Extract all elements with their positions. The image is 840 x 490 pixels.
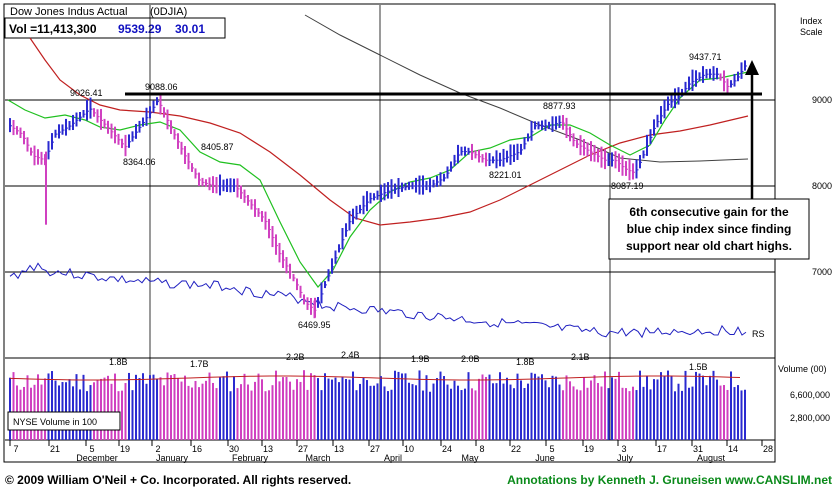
volume-tick-2800000: 2,800,000 bbox=[790, 413, 830, 423]
x-tick-label: 19 bbox=[584, 444, 594, 454]
volume-label-2: 1.7B bbox=[190, 359, 209, 369]
month-label: December bbox=[76, 453, 118, 463]
x-tick-label: 5 bbox=[89, 444, 94, 454]
x-axis: 7 21 5 19 2 16 30 13 27 13 27 10 24 8 22 5 19 3 17 31 14 28 De… bbox=[9, 440, 773, 463]
volume-label-3: 2.2B bbox=[286, 352, 305, 362]
month-label: July bbox=[617, 453, 634, 463]
change-readout: 30.01 bbox=[175, 22, 205, 36]
credit-text: Annotations by Kenneth J. Gruneisen www.… bbox=[507, 473, 832, 487]
price-label-8405: 8405.87 bbox=[201, 142, 234, 152]
volume-tick-6600000: 6,600,000 bbox=[790, 390, 830, 400]
volume-axis-label: Volume (00) bbox=[778, 364, 827, 374]
price-tick-8000: 8000 bbox=[812, 181, 832, 191]
x-tick-label: 2 bbox=[155, 444, 160, 454]
x-tick-label: 27 bbox=[298, 444, 308, 454]
volume-label-6: 2.0B bbox=[461, 354, 480, 364]
price-tick-9000: 9000 bbox=[812, 95, 832, 105]
scale-label-scale: Scale bbox=[800, 27, 823, 37]
x-tick-label: 21 bbox=[50, 444, 60, 454]
ma10-line bbox=[7, 71, 749, 288]
grid-lines bbox=[5, 5, 775, 441]
copyright-text: © 2009 William O'Neil + Co. Incorporated… bbox=[5, 473, 351, 487]
price-label-8087: 8087.19 bbox=[611, 181, 644, 191]
ma200-line bbox=[304, 14, 749, 163]
x-tick-label: 24 bbox=[442, 444, 452, 454]
volume-ma-line bbox=[9, 375, 741, 381]
x-tick-label: 8 bbox=[479, 444, 484, 454]
annotation-box bbox=[608, 198, 810, 260]
volume-label-1: 1.8B bbox=[109, 357, 128, 367]
rs-line bbox=[9, 262, 747, 339]
x-tick-label: 31 bbox=[693, 444, 703, 454]
x-tick-label: 28 bbox=[763, 444, 773, 454]
ma50-line bbox=[29, 37, 749, 226]
price-label-9088: 9088.06 bbox=[145, 82, 178, 92]
volume-label-8: 2.1B bbox=[571, 352, 590, 362]
chart-symbol: (0DJIA) bbox=[150, 6, 187, 18]
volume-readout: Vol =11,413,300 bbox=[9, 22, 97, 36]
x-tick-label: 17 bbox=[657, 444, 667, 454]
volume-caption-box bbox=[7, 411, 121, 431]
annotation-line-1: 6th consecutive gain for the bbox=[629, 205, 789, 219]
month-label: May bbox=[461, 453, 479, 463]
x-tick-label: 14 bbox=[728, 444, 738, 454]
scale-label-index: Index bbox=[800, 16, 823, 26]
quote-box bbox=[4, 17, 226, 39]
x-tick-label: 16 bbox=[192, 444, 202, 454]
x-tick-label: 19 bbox=[120, 444, 130, 454]
x-tick-label: 30 bbox=[229, 444, 239, 454]
price-label-8877: 8877.93 bbox=[543, 101, 576, 111]
rs-label: RS bbox=[752, 329, 765, 339]
price-label-9437: 9437.71 bbox=[689, 52, 722, 62]
price-label-9026: 9026.41 bbox=[70, 88, 103, 98]
x-tick-label: 7 bbox=[13, 444, 18, 454]
annotation-line-3: support near old chart highs. bbox=[626, 239, 792, 253]
x-tick-label: 22 bbox=[511, 444, 521, 454]
price-label-8221: 8221.01 bbox=[489, 170, 522, 180]
annotation-line-2: blue chip index since finding bbox=[627, 222, 792, 236]
price-bars bbox=[9, 60, 747, 319]
volume-label-7: 1.8B bbox=[516, 357, 535, 367]
price-tick-7000: 7000 bbox=[812, 267, 832, 277]
chart-title: Dow Jones Indus Actual bbox=[10, 6, 127, 18]
price-label-6469: 6469.95 bbox=[298, 320, 331, 330]
x-tick-label: 5 bbox=[549, 444, 554, 454]
month-label: April bbox=[384, 453, 402, 463]
volume-label-9: 1.5B bbox=[689, 362, 708, 372]
month-label: August bbox=[697, 453, 726, 463]
month-label: March bbox=[305, 453, 330, 463]
x-tick-label: 13 bbox=[263, 444, 273, 454]
indicator-lines bbox=[7, 14, 749, 339]
month-label: January bbox=[156, 453, 189, 463]
month-label: June bbox=[535, 453, 555, 463]
volume-bars bbox=[9, 370, 746, 440]
volume-label-4: 2.4B bbox=[341, 350, 360, 360]
price-readout: 9539.29 bbox=[118, 22, 162, 36]
x-tick-label: 13 bbox=[334, 444, 344, 454]
month-label: February bbox=[232, 453, 269, 463]
x-tick-label: 3 bbox=[621, 444, 626, 454]
volume-caption: NYSE Volume in 100 bbox=[13, 417, 97, 427]
volume-label-5: 1.9B bbox=[411, 354, 430, 364]
annotation-arrow-head bbox=[745, 60, 759, 75]
x-tick-label: 27 bbox=[370, 444, 380, 454]
x-tick-label: 10 bbox=[404, 444, 414, 454]
price-label-8364: 8364.06 bbox=[123, 157, 156, 167]
